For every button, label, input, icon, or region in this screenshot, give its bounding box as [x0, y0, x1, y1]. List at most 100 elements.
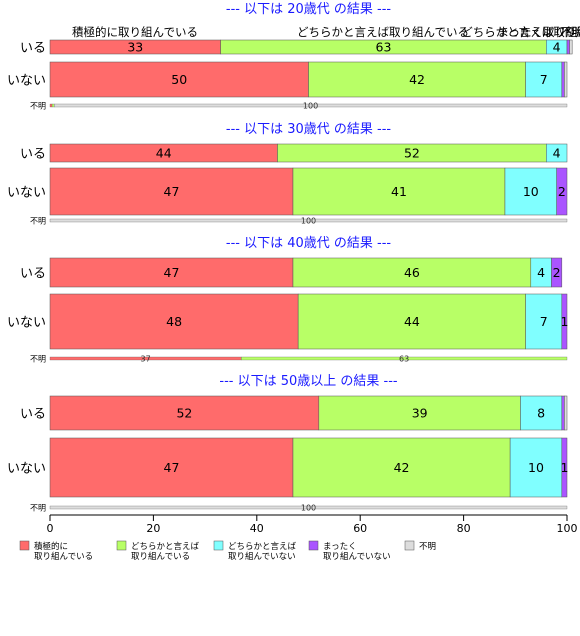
x-tick-label: 60 [353, 522, 367, 535]
bar-segment [53, 103, 568, 108]
legend-label: どちらかと言えば [228, 541, 297, 552]
bar-segment [525, 61, 563, 98]
data-label: 47 [164, 265, 180, 280]
bar-segment [49, 218, 568, 223]
data-label: 2 [558, 184, 566, 199]
bar-segment [509, 437, 563, 498]
data-label: 33 [127, 40, 143, 55]
data-label: 100 [301, 217, 316, 226]
bar-segment [561, 437, 568, 498]
bar-segment [49, 505, 568, 510]
x-tick-label: 0 [47, 522, 54, 535]
bar-segment [49, 293, 299, 350]
row-label: いない [7, 462, 46, 477]
column-header-label: 積極的に取り組んでいる [72, 25, 198, 39]
bar-segment [564, 61, 568, 98]
bar-segment [49, 167, 294, 216]
data-label: 42 [409, 72, 425, 87]
data-label: 44 [404, 314, 420, 329]
row-label: いる [20, 147, 46, 162]
data-label: 8 [537, 406, 545, 421]
data-label: 63 [376, 40, 392, 55]
data-label: 1 [560, 460, 568, 475]
legend-label: 取り組んでいない [323, 551, 391, 562]
data-label: 4 [553, 40, 561, 55]
data-label: 2 [553, 265, 561, 280]
data-label: 46 [404, 265, 420, 280]
legend-swatch [404, 540, 415, 551]
bar-segment [51, 103, 55, 108]
legend-label: 取り組んでいる [131, 551, 190, 562]
legend-label: 取り組んでいる [34, 551, 93, 562]
bar-segment [292, 437, 511, 498]
x-tick-label: 20 [146, 522, 160, 535]
data-label: 50 [171, 72, 187, 87]
bar-segment [561, 293, 568, 350]
legend-swatch [19, 540, 30, 551]
bar-segment [569, 39, 573, 55]
data-label: 1 [560, 314, 568, 329]
row-label: 不明 [30, 102, 46, 111]
x-tick-label: 80 [457, 522, 471, 535]
bar-segment [49, 257, 294, 288]
bar-segment [318, 395, 521, 431]
bar-segment [520, 395, 563, 431]
bar-segment [546, 143, 568, 163]
legend-label: 不明 [419, 542, 436, 552]
legend-label: まったく [323, 542, 357, 552]
row-label: いない [7, 316, 46, 331]
data-label: 52 [404, 146, 420, 161]
bar-segment [292, 257, 532, 288]
column-header-label: 不明 [561, 25, 580, 39]
data-label: 7 [540, 314, 548, 329]
row-label: 不明 [30, 217, 46, 226]
bar-segment [49, 437, 294, 498]
data-label: 47 [164, 460, 180, 475]
panel-title: --- 以下は 20歳代 の結果 --- [226, 2, 392, 17]
bar-segment [49, 395, 320, 431]
row-label: いない [7, 186, 46, 201]
bar-segment [556, 167, 568, 216]
data-label: 44 [156, 146, 172, 161]
bar-segment [561, 395, 565, 431]
data-label: 63 [399, 355, 409, 364]
data-label: 48 [166, 314, 182, 329]
data-label: 10 [528, 460, 544, 475]
x-tick-label: 40 [250, 522, 264, 535]
bar-segment [308, 61, 526, 98]
bar-segment [561, 61, 565, 98]
bar-segment [564, 395, 568, 431]
row-label: いる [20, 407, 46, 422]
legend-label: 取り組んでいない [228, 551, 296, 562]
data-label: 37 [141, 355, 151, 364]
bar-segment [49, 103, 53, 108]
data-label: 100 [303, 102, 318, 111]
panel-title: --- 以下は 40歳代 の結果 --- [226, 236, 392, 251]
row-label: 不明 [30, 504, 46, 513]
data-label: 100 [301, 504, 316, 513]
legend-label: 積極的に [34, 541, 68, 552]
data-label: 4 [553, 146, 561, 161]
row-label: いる [20, 41, 46, 56]
data-label: 4 [537, 265, 545, 280]
data-label: 10 [523, 184, 539, 199]
bar-segment [292, 167, 506, 216]
panel-title: --- 以下は 30歳代 の結果 --- [226, 122, 392, 137]
column-header-label: どちらかと言えば取り組んでいる [297, 25, 469, 39]
data-label: 47 [164, 184, 180, 199]
row-label: 不明 [30, 355, 46, 364]
bar-segment [241, 356, 568, 361]
legend-swatch [308, 540, 319, 551]
data-label: 39 [412, 406, 428, 421]
data-label: 7 [540, 72, 548, 87]
legend-label: どちらかと言えば [131, 541, 200, 552]
data-label: 42 [394, 460, 410, 475]
data-label: 52 [176, 406, 192, 421]
bar-segment [551, 257, 563, 288]
panel-title: --- 以下は 50歳以上 の結果 --- [219, 374, 398, 389]
legend-swatch [213, 540, 224, 551]
data-label: 41 [391, 184, 407, 199]
